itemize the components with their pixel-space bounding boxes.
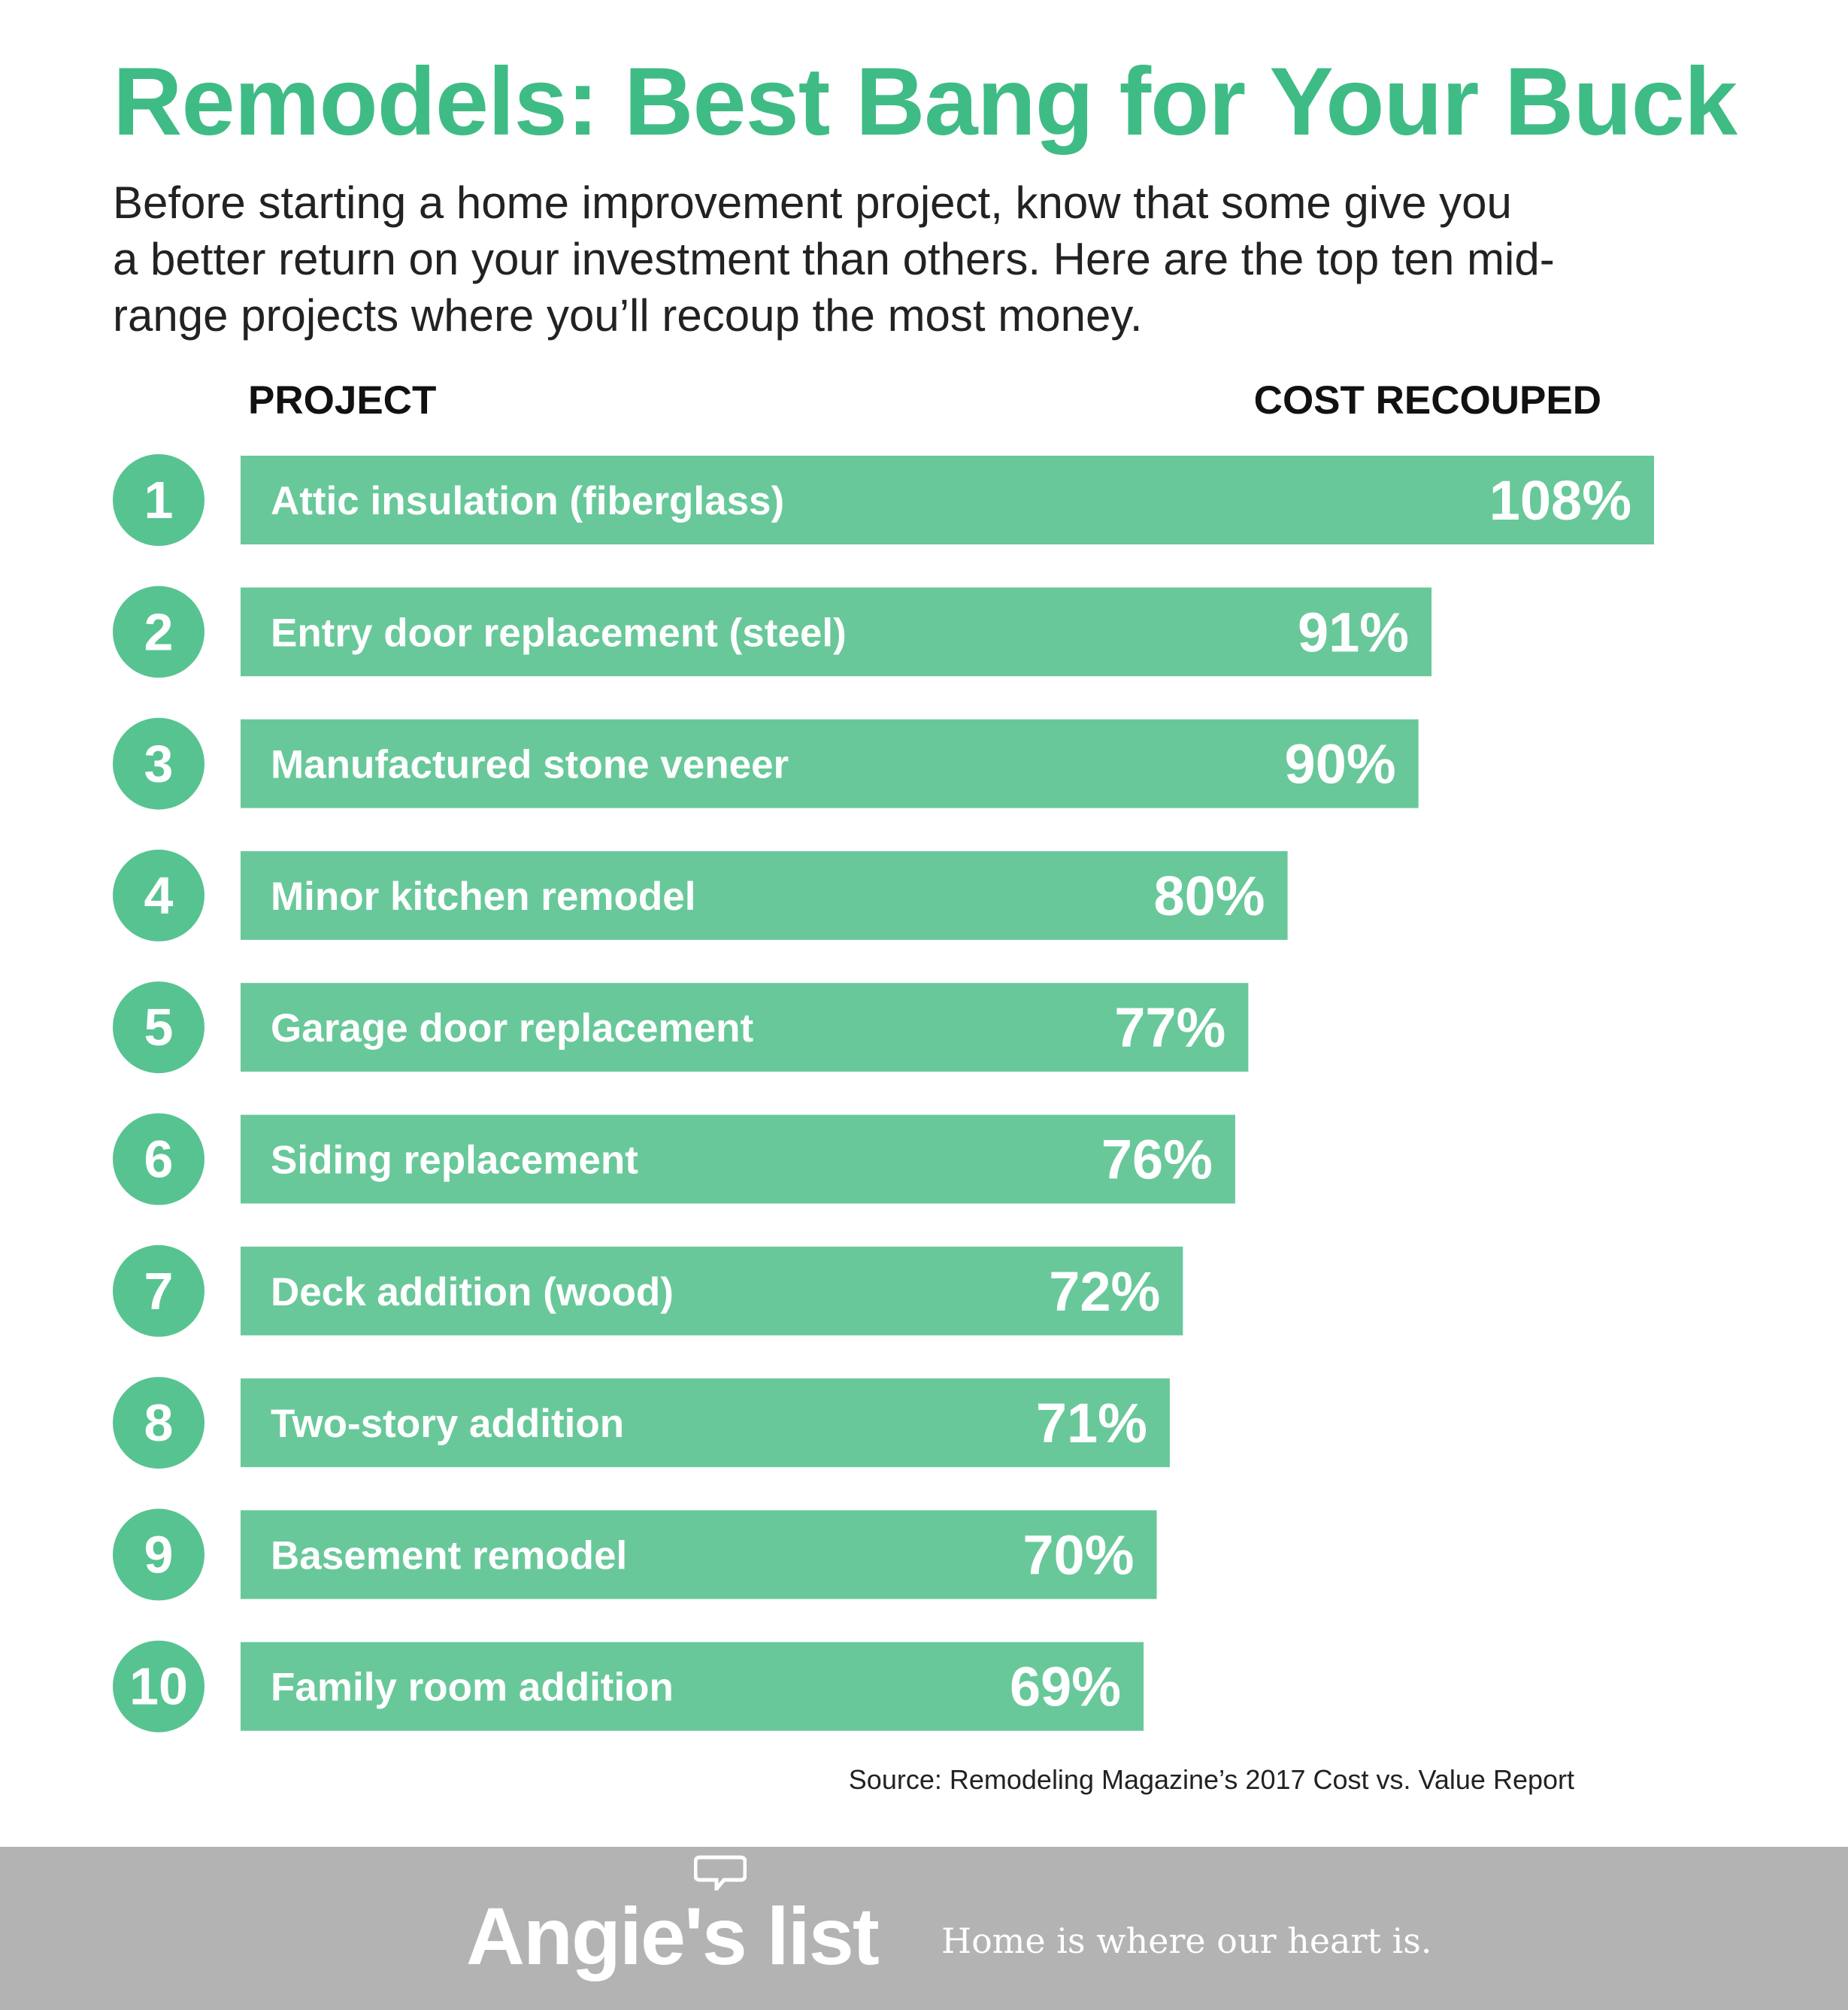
- bar-value-label: 80%: [1153, 865, 1265, 927]
- intro-line: a better return on your investment than …: [113, 234, 1555, 284]
- footer-band: Angie's list Home is where our heart is.: [0, 1847, 1848, 2010]
- page-title: Remodels: Best Bang for Your Buck: [113, 48, 1737, 156]
- rank-circle: [113, 1640, 204, 1733]
- bar: [241, 1378, 1170, 1468]
- intro-line: Before starting a home improvement proje…: [113, 177, 1512, 228]
- rank-number: 2: [144, 602, 174, 661]
- brand-logo: Angie's list: [466, 1890, 880, 1981]
- bar-value-label: 71%: [1036, 1392, 1147, 1454]
- bar: [241, 983, 1249, 1072]
- rank-number: 6: [144, 1130, 174, 1189]
- rank-number: 8: [144, 1393, 174, 1452]
- tagline: Home is where our heart is.: [941, 1921, 1432, 1961]
- bar-value-label: 90%: [1285, 733, 1396, 796]
- rank-circle: [113, 1245, 204, 1337]
- source-note: Source: Remodeling Magazine’s 2017 Cost …: [848, 1764, 1574, 1795]
- rank-number: 5: [144, 998, 174, 1057]
- rank-number: 9: [144, 1525, 174, 1584]
- bar-value-label: 76%: [1101, 1129, 1213, 1191]
- rank-circle: [113, 454, 204, 546]
- bar-value-label: 77%: [1114, 996, 1225, 1059]
- bar: [241, 1510, 1157, 1599]
- bar-category-label: Basement remodel: [271, 1533, 627, 1578]
- bar: [241, 1246, 1183, 1335]
- bar-category-label: Family room addition: [271, 1666, 674, 1710]
- bar-category-label: Entry door replacement (steel): [271, 611, 847, 655]
- bar: [241, 587, 1432, 677]
- bar-value-label: 69%: [1010, 1656, 1121, 1718]
- bar-category-label: Siding replacement: [271, 1138, 638, 1183]
- intro-line: range projects where you’ll recoup the m…: [113, 290, 1143, 341]
- rank-number: 7: [144, 1262, 174, 1320]
- bar-category-label: Attic insulation (fiberglass): [271, 479, 784, 523]
- bar: [241, 1114, 1235, 1204]
- bar-value-label: 70%: [1022, 1523, 1134, 1586]
- column-header-project: PROJECT: [248, 378, 437, 423]
- bar: [241, 1642, 1144, 1731]
- intro-paragraph: Before starting a home improvement proje…: [113, 174, 1752, 344]
- bar-value-label: 91%: [1298, 601, 1409, 663]
- bar-category-label: Garage door replacement: [271, 1006, 753, 1050]
- rank-circle: [113, 586, 204, 678]
- rank-circle: [113, 1508, 204, 1601]
- bar-value-label: 108%: [1489, 469, 1631, 532]
- bar-category-label: Minor kitchen remodel: [271, 875, 695, 919]
- rank-circle: [113, 981, 204, 1074]
- rank-number: 4: [144, 866, 174, 925]
- rank-circle: [113, 717, 204, 810]
- bar-chart: 1 Attic insulation (fiberglass) 108% 2 Entry…: [113, 454, 1654, 1733]
- rank-number: 3: [144, 735, 174, 793]
- bar-value-label: 72%: [1049, 1260, 1160, 1323]
- rank-circle: [113, 849, 204, 941]
- rank-number: 1: [144, 471, 174, 529]
- bar: [241, 719, 1419, 808]
- bar-category-label: Manufactured stone veneer: [271, 743, 789, 787]
- bar: [241, 850, 1288, 940]
- bar-category-label: Deck addition (wood): [271, 1270, 674, 1314]
- bar: [241, 456, 1654, 544]
- bar-category-label: Two-story addition: [271, 1402, 624, 1446]
- speech-bubble-icon: [694, 1855, 747, 1890]
- rank-circle: [113, 1377, 204, 1469]
- column-header-cost-recouped: COST RECOUPED: [1253, 378, 1601, 423]
- rank-number: 10: [129, 1657, 188, 1716]
- rank-circle: [113, 1113, 204, 1205]
